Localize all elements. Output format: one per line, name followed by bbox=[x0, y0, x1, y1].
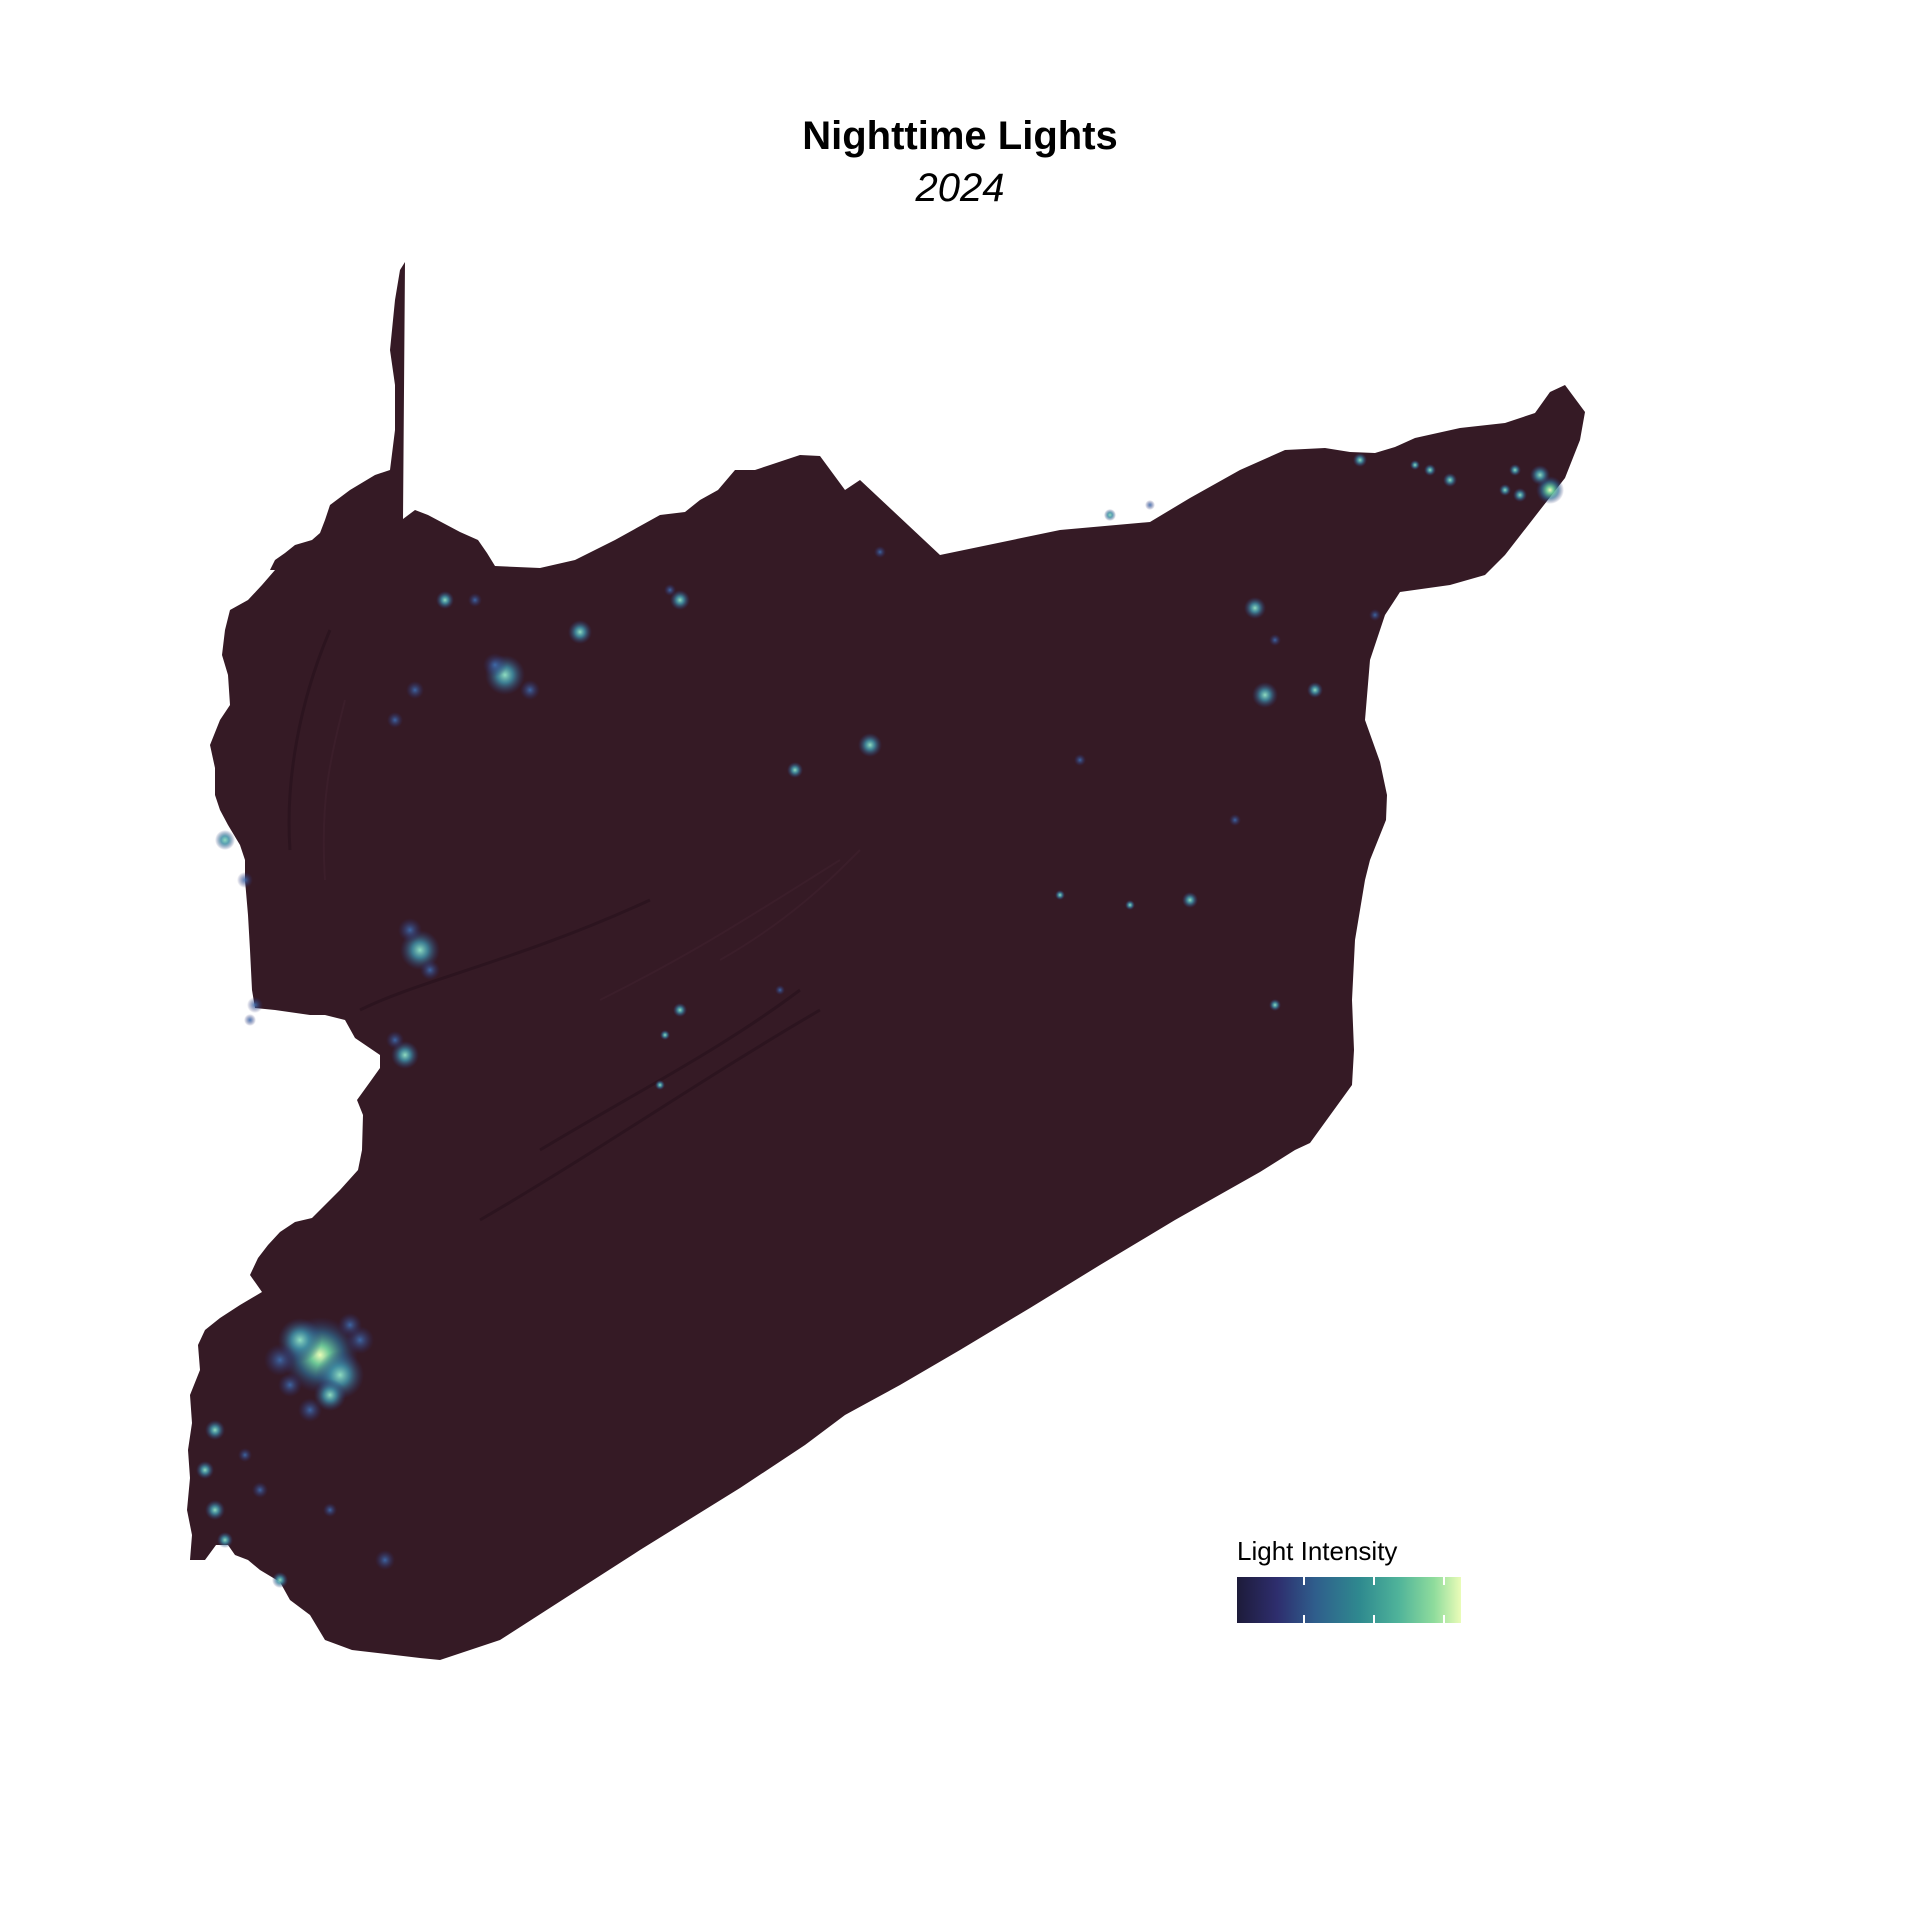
city-light bbox=[420, 960, 440, 980]
city-light bbox=[1509, 464, 1521, 476]
city-light bbox=[237, 872, 253, 888]
city-light bbox=[787, 762, 803, 778]
city-light bbox=[1055, 890, 1065, 900]
city-light bbox=[1244, 597, 1266, 619]
terrain-ridge bbox=[287, 629, 821, 1222]
city-light bbox=[483, 653, 507, 677]
country-shape bbox=[187, 262, 1585, 1660]
city-light bbox=[387, 712, 403, 728]
city-light bbox=[1182, 892, 1198, 908]
city-light bbox=[1145, 500, 1155, 510]
terrain-ridge bbox=[322, 699, 861, 1001]
city-light bbox=[655, 1080, 665, 1090]
city-light bbox=[1369, 609, 1381, 621]
city-light bbox=[205, 1500, 225, 1520]
city-light bbox=[238, 1448, 252, 1462]
city-light bbox=[568, 620, 592, 644]
city-light bbox=[205, 1420, 225, 1440]
legend-title: Light Intensity bbox=[1237, 1536, 1398, 1566]
city-light bbox=[323, 1503, 337, 1517]
city-light bbox=[1269, 999, 1281, 1011]
city-light bbox=[406, 681, 424, 699]
city-light bbox=[520, 680, 540, 700]
map-subtitle: 2024 bbox=[915, 166, 1005, 210]
city-light bbox=[436, 591, 454, 609]
city-light bbox=[1252, 682, 1278, 708]
city-light bbox=[298, 1398, 322, 1422]
city-light bbox=[664, 584, 676, 596]
city-light bbox=[217, 1532, 233, 1548]
legend-tick bbox=[1303, 1577, 1305, 1623]
city-light bbox=[196, 1461, 214, 1479]
map-title: Nighttime Lights bbox=[802, 114, 1118, 158]
legend-tick bbox=[1443, 1577, 1445, 1623]
city-light bbox=[1499, 484, 1511, 496]
city-light bbox=[1353, 453, 1367, 467]
city-light bbox=[468, 593, 482, 607]
city-light bbox=[1530, 465, 1550, 485]
legend-tick bbox=[1373, 1577, 1375, 1623]
city-light bbox=[215, 830, 235, 850]
city-light bbox=[670, 590, 690, 610]
city-light bbox=[264, 1344, 296, 1376]
city-light bbox=[375, 1550, 395, 1570]
city-light bbox=[673, 1003, 687, 1017]
city-light bbox=[1104, 509, 1116, 521]
city-light bbox=[1125, 900, 1135, 910]
city-light bbox=[1074, 754, 1086, 766]
city-light bbox=[874, 546, 886, 558]
city-light bbox=[252, 1482, 268, 1498]
city-light bbox=[1443, 473, 1457, 487]
city-light bbox=[1424, 464, 1436, 476]
map-title-block: Nighttime Lights 2024 bbox=[0, 110, 1920, 214]
legend: Light Intensity bbox=[1237, 1536, 1497, 1623]
city-light bbox=[775, 985, 785, 995]
city-light bbox=[858, 733, 882, 757]
city-light bbox=[1307, 682, 1323, 698]
city-light bbox=[386, 1031, 404, 1049]
city-light bbox=[398, 918, 422, 942]
city-light bbox=[1410, 460, 1420, 470]
city-light bbox=[247, 997, 263, 1013]
city-light bbox=[338, 1313, 362, 1337]
city-light bbox=[1513, 488, 1527, 502]
city-light bbox=[278, 1373, 302, 1397]
city-light bbox=[314, 1379, 346, 1411]
city-light bbox=[244, 1014, 256, 1026]
city-light bbox=[1229, 814, 1241, 826]
city-light bbox=[272, 1572, 288, 1588]
legend-colorbar bbox=[1237, 1577, 1461, 1623]
city-light bbox=[1269, 634, 1281, 646]
city-light bbox=[660, 1030, 670, 1040]
